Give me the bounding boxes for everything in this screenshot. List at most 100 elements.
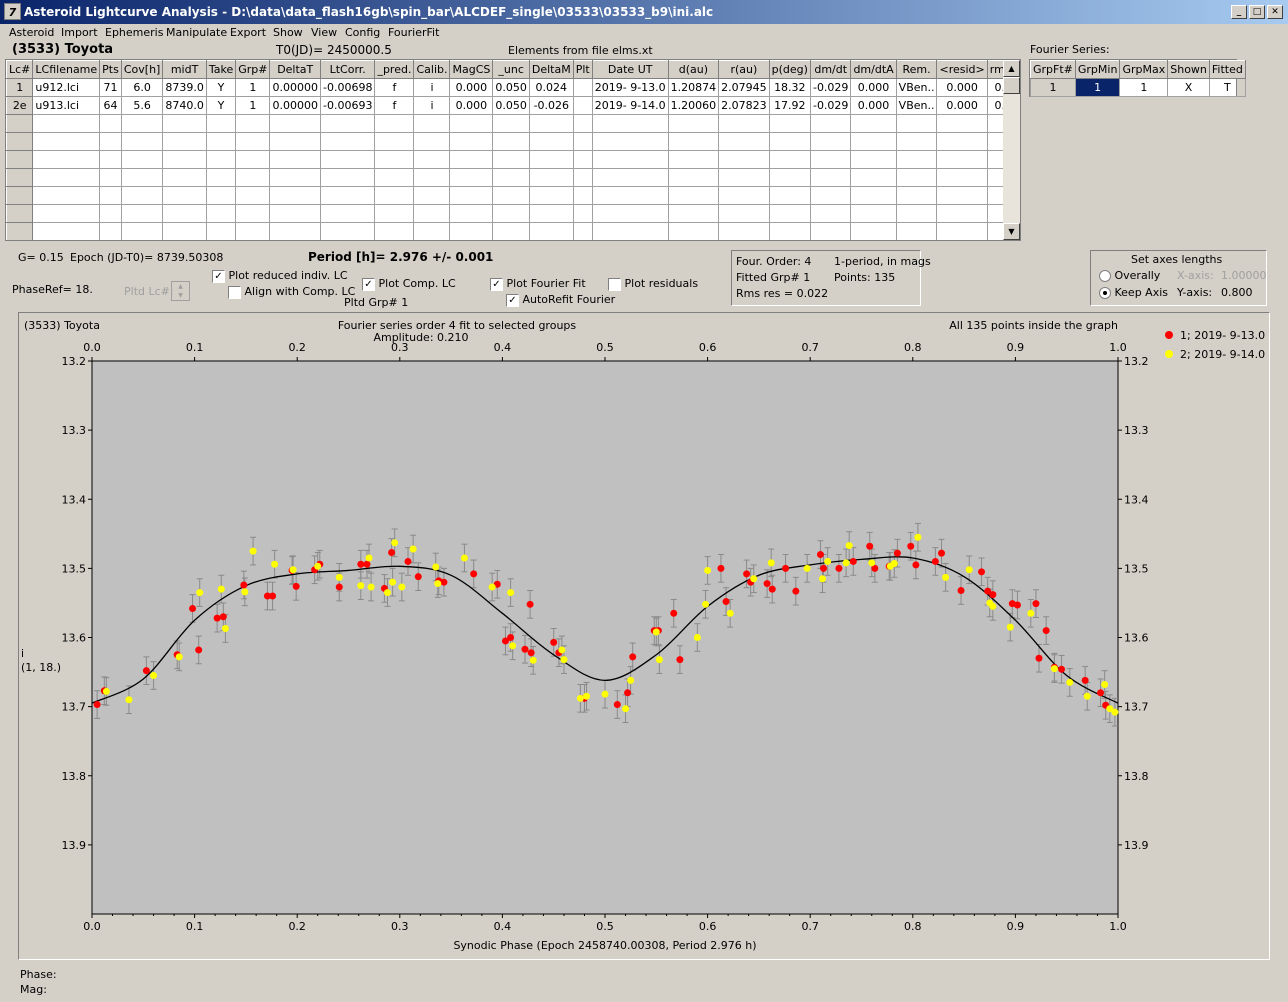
table-cell[interactable]: [162, 114, 207, 133]
table-cell[interactable]: [572, 132, 593, 151]
table-cell[interactable]: [162, 204, 207, 223]
table-cell[interactable]: [449, 186, 494, 205]
table-cell[interactable]: [492, 150, 530, 169]
table-cell[interactable]: [99, 150, 122, 169]
table-cell[interactable]: -0.029: [809, 96, 852, 115]
table-cell[interactable]: [205, 114, 237, 133]
table-cell[interactable]: [718, 186, 770, 205]
table-cell[interactable]: [99, 186, 122, 205]
table-cell[interactable]: [528, 186, 574, 205]
table-cell[interactable]: [235, 150, 271, 169]
plot-fourier-checkbox[interactable]: ✓ Plot Fourier Fit: [490, 277, 586, 291]
table-cell[interactable]: [591, 222, 669, 240]
table-cell[interactable]: [162, 132, 207, 151]
table-cell[interactable]: [449, 168, 494, 187]
table-cell[interactable]: 0.000: [850, 96, 897, 115]
table-cell[interactable]: [718, 132, 770, 151]
scroll-down-button[interactable]: ▼: [1003, 223, 1020, 240]
table-cell[interactable]: [120, 204, 164, 223]
table-cell[interactable]: [492, 132, 530, 151]
table-cell[interactable]: 17.92: [768, 96, 811, 115]
table-cell[interactable]: [492, 222, 530, 240]
table-cell[interactable]: [162, 168, 207, 187]
overally-radio[interactable]: Overally: [1099, 269, 1160, 282]
fourier-cell[interactable]: 1: [1119, 78, 1169, 97]
table-cell[interactable]: 2.07945: [718, 78, 770, 97]
column-header[interactable]: LtCorr.: [319, 60, 376, 79]
table-cell[interactable]: [269, 222, 321, 240]
column-header[interactable]: Take: [205, 60, 237, 79]
table-cell[interactable]: [528, 132, 574, 151]
table-cell[interactable]: [99, 114, 122, 133]
table-cell[interactable]: 0.024: [528, 78, 574, 97]
table-cell[interactable]: [374, 186, 415, 205]
table-cell[interactable]: [449, 132, 494, 151]
table-cell[interactable]: [162, 222, 207, 240]
table-cell[interactable]: [768, 132, 811, 151]
table-cell[interactable]: 0.000: [850, 78, 897, 97]
table-cell[interactable]: [374, 168, 415, 187]
table-cell[interactable]: [850, 132, 897, 151]
table-cell[interactable]: [591, 132, 669, 151]
table-cell[interactable]: [374, 222, 415, 240]
table-cell[interactable]: 8739.0: [162, 78, 207, 97]
table-cell[interactable]: 1.20060: [667, 96, 720, 115]
table-cell[interactable]: [32, 150, 101, 169]
table-cell[interactable]: -0.029: [809, 78, 852, 97]
table-cell[interactable]: [319, 222, 376, 240]
column-header[interactable]: Cov[h]: [120, 60, 164, 79]
table-cell[interactable]: [120, 168, 164, 187]
table-cell[interactable]: [205, 150, 237, 169]
table-row[interactable]: [6, 168, 1020, 187]
column-header[interactable]: Rem.: [895, 60, 938, 79]
table-row[interactable]: [6, 186, 1020, 205]
table-cell[interactable]: VBen..: [895, 96, 938, 115]
table-cell[interactable]: 64: [99, 96, 122, 115]
table-cell[interactable]: [591, 168, 669, 187]
table-cell[interactable]: 0.000: [936, 78, 988, 97]
table-cell[interactable]: [591, 186, 669, 205]
table-cell[interactable]: [319, 204, 376, 223]
menu-export[interactable]: Export: [230, 26, 267, 39]
table-cell[interactable]: 6.0: [120, 78, 164, 97]
table-cell[interactable]: [269, 204, 321, 223]
table-cell[interactable]: [32, 186, 101, 205]
table-cell[interactable]: 0.000: [936, 96, 988, 115]
menu-asteroid[interactable]: Asteroid: [9, 26, 55, 39]
table-cell[interactable]: [809, 132, 852, 151]
table-row[interactable]: [6, 204, 1020, 223]
table-cell[interactable]: [269, 150, 321, 169]
table-cell[interactable]: [99, 132, 122, 151]
table-cell[interactable]: [895, 204, 938, 223]
row-header[interactable]: [6, 132, 34, 151]
table-cell[interactable]: f: [374, 96, 415, 115]
table-cell[interactable]: [667, 204, 720, 223]
table-cell[interactable]: [162, 150, 207, 169]
table-cell[interactable]: [850, 150, 897, 169]
column-header[interactable]: Lc#: [6, 60, 34, 79]
column-header[interactable]: LCfilename: [32, 60, 101, 79]
table-cell[interactable]: [850, 222, 897, 240]
minimize-button[interactable]: _: [1231, 5, 1247, 19]
column-header[interactable]: r(au): [718, 60, 770, 79]
table-cell[interactable]: [205, 222, 237, 240]
table-cell[interactable]: [768, 168, 811, 187]
table-cell[interactable]: [374, 132, 415, 151]
column-header[interactable]: DeltaM: [528, 60, 574, 79]
table-cell[interactable]: [374, 150, 415, 169]
table-cell[interactable]: [205, 186, 237, 205]
table-cell[interactable]: [809, 222, 852, 240]
table-cell[interactable]: [591, 204, 669, 223]
table-cell[interactable]: [235, 168, 271, 187]
table-cell[interactable]: [850, 186, 897, 205]
keep-axis-radio[interactable]: Keep Axis: [1099, 286, 1168, 299]
row-header[interactable]: [6, 222, 34, 240]
column-header[interactable]: Pts: [99, 60, 122, 79]
menu-view[interactable]: View: [311, 26, 338, 39]
table-cell[interactable]: [895, 222, 938, 240]
table-cell[interactable]: [492, 204, 530, 223]
column-header[interactable]: p(deg): [768, 60, 811, 79]
table-cell[interactable]: [32, 222, 101, 240]
menu-config[interactable]: Config: [345, 26, 381, 39]
table-cell[interactable]: [269, 114, 321, 133]
